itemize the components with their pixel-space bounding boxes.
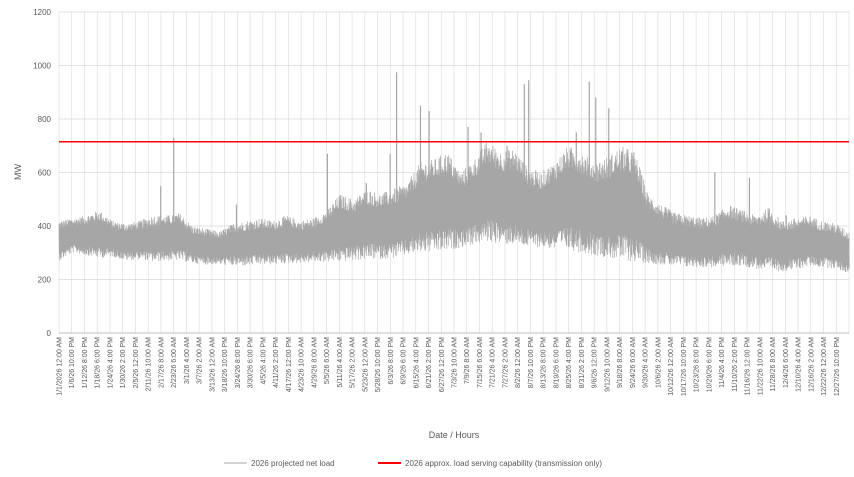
x-tick-label: 4/17/26 12:00 PM [286,337,293,392]
x-tick-label: 2/23/26 6:00 AM [171,337,178,388]
x-tick-label: 2/5/26 12:00 PM [133,337,140,389]
x-tick-label: 11/4/26 4:00 PM [719,337,726,388]
x-tick-label: 9/24/26 6:00 AM [630,337,637,388]
x-tick-label: 10/12/26 12:00 AM [668,337,675,396]
x-tick-label: 9/12/26 10:00 AM [604,337,611,392]
x-tick-label: 6/27/26 12:00 PM [439,337,446,392]
x-tick-label: 1/18/26 6:00 PM [95,337,102,389]
x-tick-label: 1/6/26 10:00 PM [69,337,76,389]
x-tick-label: 7/15/26 6:00 AM [477,337,484,388]
x-tick-label: 6/21/26 2:00 PM [426,337,433,389]
y-tick-label: 800 [38,115,52,124]
x-tick-label: 8/13/26 8:00 PM [541,337,548,389]
x-tick-label: 5/11/26 4:00 AM [337,337,344,388]
x-tick-label: 11/16/26 12:00 PM [745,337,752,396]
y-tick-labels: 0 200 400 600 800 1000 1200 [33,8,51,338]
x-tick-label: 1/24/26 4:00 PM [107,337,114,389]
x-tick-label: 8/2/26 12:00 AM [515,337,522,388]
x-tick-label: 8/19/26 6:00 PM [553,337,560,389]
x-tick-label: 7/21/26 4:00 AM [490,337,497,388]
x-tick-label: 12/4/26 6:00 AM [783,337,790,388]
x-tick-label: 2/11/26 10:00 AM [146,337,153,392]
y-axis-title: MW [13,164,23,180]
x-tick-label: 3/30/26 6:00 PM [248,337,255,389]
y-tick-label: 200 [38,276,52,285]
x-tick-label: 3/18/26 10:00 PM [222,337,229,392]
x-tick-label: 8/31/26 2:00 PM [579,337,586,389]
y-tick-label: 0 [47,329,52,338]
x-tick-label: 4/29/26 8:00 AM [311,337,318,388]
y-tick-label: 1200 [33,8,51,17]
x-tick-label: 10/29/26 6:00 PM [706,337,713,392]
x-tick-label: 4/11/26 2:00 PM [273,337,280,388]
x-tick-label: 8/25/26 4:00 PM [566,337,573,389]
gridlines [58,11,850,334]
legend-label-capability: 2026 approx. load serving capability (tr… [405,459,602,468]
y-tick-label: 1000 [33,62,51,71]
x-tick-label: 4/5/26 4:00 PM [260,337,267,385]
y-tick-label: 400 [38,222,52,231]
net-load-line [58,143,850,273]
x-tick-label: 12/22/26 12:00 AM [821,337,828,396]
legend: 2026 projected net load 2026 approx. loa… [224,459,602,468]
x-tick-label: 11/10/26 2:00 PM [732,337,739,392]
x-tick-label: 10/6/26 2:00 AM [655,337,662,388]
x-tick-label: 3/1/26 4:00 AM [184,337,191,384]
x-tick-label: 3/7/26 2:00 AM [197,337,204,384]
x-tick-label: 5/17/26 2:00 AM [350,337,357,388]
x-tick-label: 6/9/26 6:00 PM [401,337,408,385]
y-tick-label: 600 [38,169,52,178]
x-tick-label: 5/23/26 12:00 AM [362,337,369,392]
legend-label-net-load: 2026 projected net load [251,459,335,468]
x-tick-label: 5/5/26 6:00 AM [324,337,331,384]
x-tick-label: 3/13/26 12:00 AM [209,337,216,392]
x-tick-label: 12/10/26 4:00 AM [796,337,803,392]
x-tick-label: 1/30/26 2:00 PM [120,337,127,389]
x-tick-label: 10/17/26 10:00 PM [681,337,688,396]
x-tick-label: 9/6/26 12:00 PM [592,337,599,389]
x-tick-label: 2/17/26 8:00 AM [158,337,165,388]
x-tick-label: 11/22/26 10:00 AM [757,337,764,395]
x-tick-label: 9/30/26 4:00 AM [643,337,650,388]
x-tick-label: 12/27/26 10:00 PM [834,337,841,396]
x-tick-label: 7/9/26 8:00 AM [464,337,471,384]
x-tick-label: 7/27/26 2:00 AM [502,337,509,388]
x-axis-title: Date / Hours [429,430,480,440]
x-tick-label: 12/16/26 2:00 AM [808,337,815,392]
x-tick-label: 10/23/26 8:00 PM [694,337,701,392]
x-tick-label: 8/7/26 10:00 PM [528,337,535,389]
x-tick-label: 6/3/26 8:00 PM [388,337,395,385]
x-tick-label: 5/28/26 10:00 PM [375,337,382,392]
x-tick-label: 3/24/26 8:00 PM [235,337,242,389]
net-load-series [58,143,850,273]
x-tick-label: 9/18/26 8:00 AM [617,337,624,388]
x-tick-label: 6/15/26 4:00 PM [413,337,420,389]
x-tick-label: 4/23/26 10:00 AM [299,337,306,392]
x-tick-label: 11/28/26 8:00 AM [770,337,777,392]
x-tick-label: 1/12/26 8:00 PM [82,337,89,389]
x-tick-label: 1/1/2026 12:00 AM [57,337,64,396]
x-tick-labels: 1/1/2026 12:00 AM 1/6/26 10:00 PM 1/12/26 … [57,337,841,396]
net-load-spikes [69,72,787,246]
x-tick-label: 7/3/26 10:00 AM [452,337,459,388]
